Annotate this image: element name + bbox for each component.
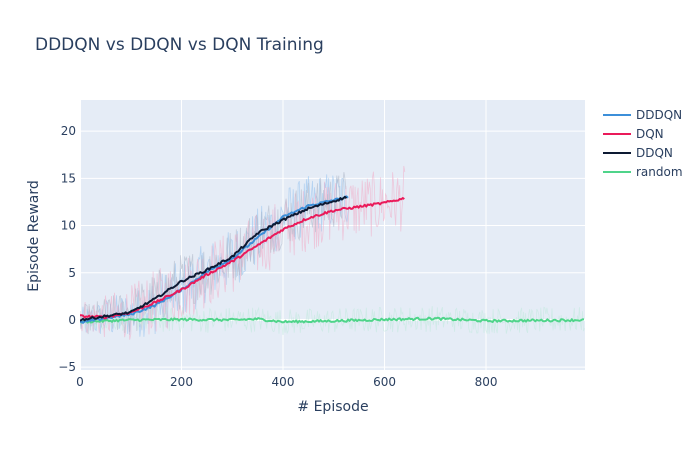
legend-item-ddqn[interactable]: DDQN bbox=[603, 146, 673, 160]
raw-trace-dqn bbox=[80, 165, 406, 340]
y-tick-label: 15 bbox=[61, 171, 76, 185]
legend: DDDQN DQN DDQN random bbox=[603, 108, 683, 179]
x-tick-label: 200 bbox=[170, 375, 193, 389]
y-tick-label: 5 bbox=[68, 266, 76, 280]
y-axis: −5 0 5 10 15 20 bbox=[58, 124, 76, 374]
series-line-random bbox=[80, 316, 585, 324]
legend-label: DDDQN bbox=[636, 108, 682, 122]
y-tick-label: −5 bbox=[58, 360, 76, 374]
legend-item-random[interactable]: random bbox=[603, 165, 683, 179]
x-tick-label: 800 bbox=[475, 375, 498, 389]
series-line-dddqn bbox=[80, 195, 349, 324]
legend-label: DQN bbox=[636, 127, 664, 141]
x-tick-label: 600 bbox=[373, 375, 396, 389]
y-axis-title: Episode Reward bbox=[26, 180, 42, 292]
plot-area bbox=[79, 100, 585, 370]
plot-background bbox=[80, 100, 585, 370]
chart-title: DDDQN vs DDQN vs DQN Training bbox=[35, 35, 324, 55]
series-line-ddqn bbox=[80, 195, 348, 322]
series-line-dqn bbox=[80, 197, 405, 320]
legend-label: DDQN bbox=[636, 146, 673, 160]
legend-item-dddqn[interactable]: DDDQN bbox=[603, 108, 682, 122]
x-axis: 0 200 400 600 800 bbox=[76, 375, 497, 389]
y-tick-label: 0 bbox=[68, 313, 76, 327]
y-tick-label: 20 bbox=[61, 124, 76, 138]
y-tick-label: 10 bbox=[61, 219, 76, 233]
raw-trace-random bbox=[80, 306, 585, 336]
legend-item-dqn[interactable]: DQN bbox=[603, 127, 664, 141]
x-tick-label: 0 bbox=[76, 375, 84, 389]
legend-label: random bbox=[636, 165, 683, 179]
x-axis-title: # Episode bbox=[297, 399, 368, 415]
x-tick-label: 400 bbox=[272, 375, 295, 389]
